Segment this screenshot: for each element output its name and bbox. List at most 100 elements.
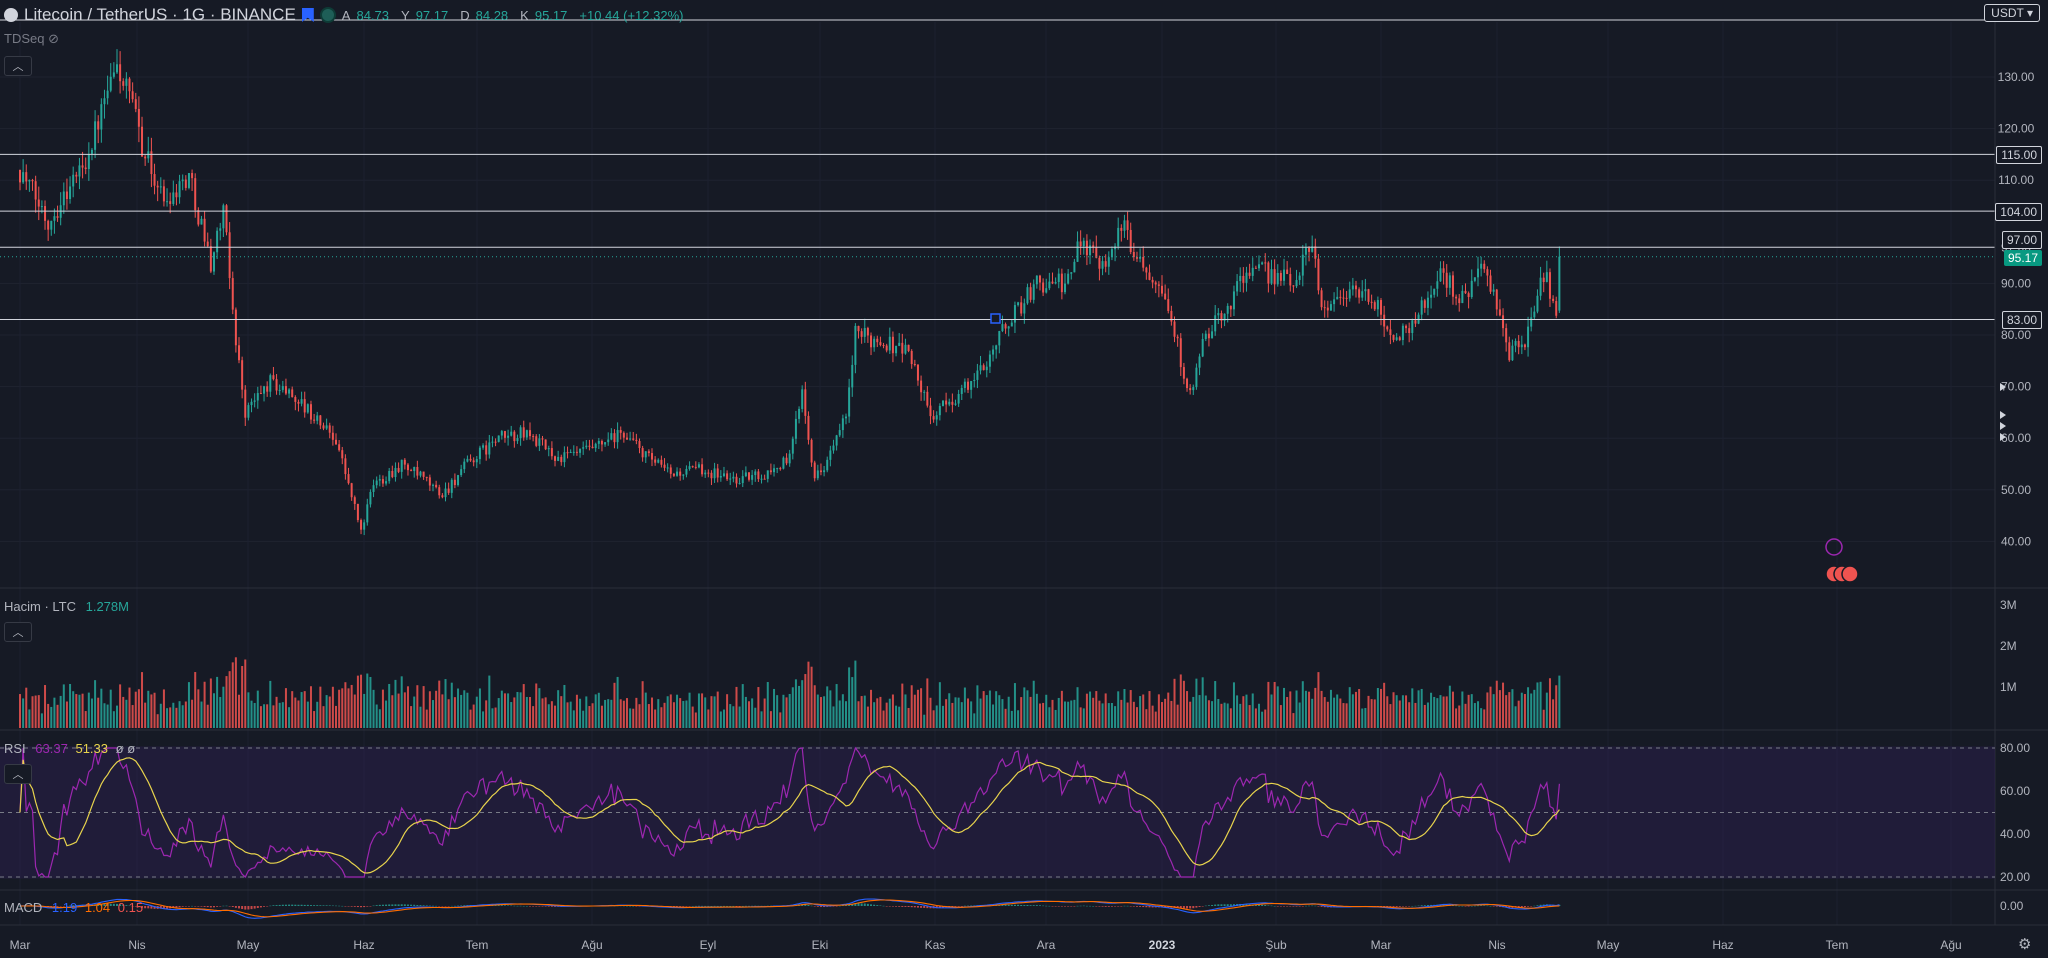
volume-bar xyxy=(1405,695,1408,728)
macd-hist-bar xyxy=(1186,906,1189,909)
volume-bar xyxy=(607,699,610,728)
volume-axis-tick: 2M xyxy=(2000,639,2017,653)
macd-hist-bar xyxy=(732,905,735,907)
macd-hist-bar xyxy=(1517,906,1520,908)
candle-body xyxy=(748,472,751,480)
volume-bar xyxy=(122,696,125,728)
macd-hist-bar xyxy=(1179,906,1182,909)
macd-hist-bar xyxy=(1051,906,1054,907)
time-label-haz: Haz xyxy=(353,938,375,952)
volume-bar xyxy=(1264,709,1267,728)
candle-body xyxy=(1433,288,1436,295)
price-line-label-97[interactable]: 97.00 xyxy=(2001,231,2042,249)
macd-hist-bar xyxy=(356,906,359,908)
macd-hist-bar xyxy=(172,906,175,908)
volume-bar xyxy=(234,657,237,728)
candle-body xyxy=(306,404,309,413)
currency-select[interactable]: USDT ▾ xyxy=(1984,4,2040,22)
rsi-legend[interactable]: RSI 63.37 51.33 ø ø xyxy=(4,741,135,756)
candle-body xyxy=(682,474,685,476)
candle-body xyxy=(638,441,641,449)
volume-legend[interactable]: Hacim · LTC 1.278M xyxy=(4,599,129,614)
candle-body xyxy=(691,466,694,468)
candle-body xyxy=(1139,256,1142,259)
collapse-volume-button[interactable]: ︿ xyxy=(4,622,32,642)
macd-hist-bar xyxy=(1279,906,1282,907)
candle-body xyxy=(1470,280,1473,297)
macd-hist-bar xyxy=(804,904,807,906)
candle-body xyxy=(228,232,231,279)
candle-body xyxy=(757,471,760,480)
macd-hist-bar xyxy=(528,906,531,907)
collapse-rsi-button[interactable]: ︿ xyxy=(4,764,32,784)
time-label-2023: 2023 xyxy=(1148,938,1176,952)
volume-bar xyxy=(644,692,647,728)
candle-body xyxy=(247,405,250,418)
volume-bar xyxy=(1320,690,1323,728)
volume-bar xyxy=(1520,692,1523,728)
eye-hidden-icon[interactable]: ⊘ xyxy=(48,31,59,46)
candle-body xyxy=(1386,326,1389,330)
macd-hist-bar xyxy=(1107,906,1110,907)
price-line-label-104[interactable]: 104.00 xyxy=(1995,203,2042,221)
volume-bar xyxy=(1245,694,1248,728)
volume-bar xyxy=(1257,703,1260,728)
candle-body xyxy=(1477,268,1480,278)
macd-hist-bar xyxy=(335,905,338,907)
settings-gear-icon[interactable]: ⚙ xyxy=(2018,936,2032,953)
macd-hist-bar xyxy=(119,904,122,906)
candle-body xyxy=(979,365,982,371)
macd-hist-bar xyxy=(810,905,813,907)
price-line-label-83[interactable]: 83.00 xyxy=(2001,311,2042,329)
volume-bar xyxy=(366,673,369,728)
candle-body xyxy=(81,165,84,168)
candle-body xyxy=(776,468,779,470)
volume-bar xyxy=(1339,698,1342,728)
macd-hist-bar xyxy=(281,904,284,906)
flag-icon[interactable] xyxy=(301,8,314,22)
volume-bar xyxy=(1161,702,1163,728)
candle-body xyxy=(923,391,926,393)
volume-bar xyxy=(619,699,622,728)
collapse-indicators-button[interactable]: ︿ xyxy=(4,56,32,76)
volume-bar xyxy=(431,700,434,728)
candle-body xyxy=(557,456,560,461)
candle-body xyxy=(150,151,153,175)
candle-body xyxy=(316,415,319,421)
candle-body xyxy=(69,186,72,200)
volume-bar xyxy=(1401,695,1404,728)
volume-bar xyxy=(485,700,488,728)
candle-body xyxy=(522,427,525,438)
volume-bar xyxy=(1195,678,1198,728)
macd-hist-bar xyxy=(1283,906,1286,907)
macd-legend[interactable]: MACD 1.19 1.04 0.15 xyxy=(4,900,143,915)
macd-hist-bar xyxy=(238,906,241,909)
macd-hist-bar xyxy=(244,906,247,910)
price-axis-marker-icon xyxy=(2000,411,2006,419)
candle-body xyxy=(763,478,766,480)
candle-body xyxy=(1502,315,1505,329)
candle-body xyxy=(203,218,206,242)
candle-body xyxy=(982,365,985,371)
volume-bar xyxy=(835,684,838,728)
macd-hist-bar xyxy=(331,905,334,907)
volume-bar xyxy=(1095,691,1098,728)
volume-bar xyxy=(497,698,500,728)
macd-hist-bar xyxy=(309,905,312,906)
macd-hist-bar xyxy=(1401,906,1404,907)
candle-body xyxy=(1389,329,1392,336)
volume-bar xyxy=(663,702,666,728)
volume-bar xyxy=(1489,686,1492,728)
volume-bar xyxy=(375,704,378,728)
macd-hist-bar xyxy=(435,905,438,907)
candle-body xyxy=(735,476,738,484)
macd-hist-bar xyxy=(719,905,722,907)
candle-body xyxy=(1098,257,1101,269)
candle-body xyxy=(1045,288,1048,293)
tdseq-indicator[interactable]: TDSeq ⊘ xyxy=(4,31,59,47)
volume-bar xyxy=(651,697,654,728)
price-line-label-115[interactable]: 115.00 xyxy=(1996,146,2042,164)
candle-body xyxy=(413,466,416,472)
symbol-title[interactable]: Litecoin / TetherUS · 1G · BINANCE xyxy=(24,5,296,24)
